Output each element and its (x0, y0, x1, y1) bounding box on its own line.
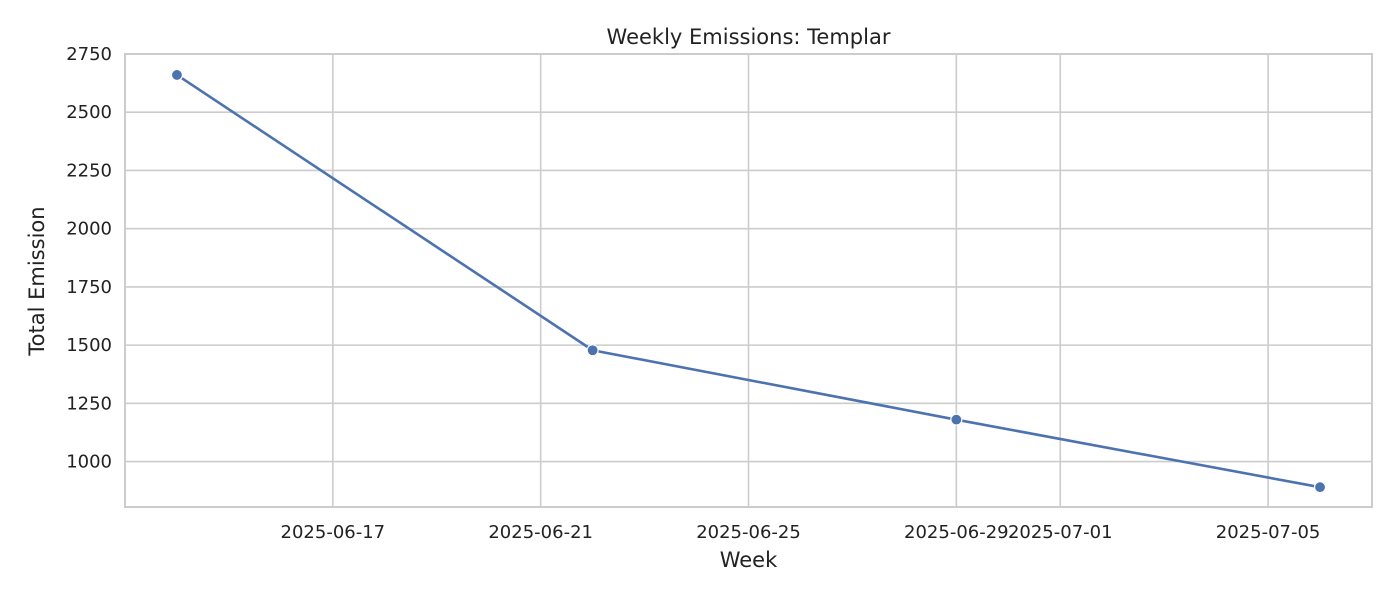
x-tick-label: 2025-06-17 (281, 522, 386, 543)
x-tick-label: 2025-06-21 (488, 522, 593, 543)
series-line (175, 73, 1322, 489)
y-tick-label: 2250 (66, 160, 112, 181)
y-tick-label: 1250 (66, 393, 112, 414)
x-tick-label: 2025-07-01 (1008, 522, 1113, 543)
y-tick-label: 1500 (66, 335, 112, 356)
data-point (586, 344, 599, 357)
y-tick-label: 2000 (66, 219, 112, 240)
y-tick-label: 1750 (66, 277, 112, 298)
x-axis-label: Week (720, 548, 778, 572)
y-tick-label: 2500 (66, 102, 112, 123)
chart-title: Weekly Emissions: Templar (607, 25, 891, 49)
data-point (1313, 481, 1327, 494)
data-point (170, 68, 184, 82)
x-tick-label: 2025-06-25 (696, 522, 801, 543)
grid-layer (125, 53, 1372, 507)
y-axis-label: Total Emission (25, 206, 49, 356)
y-tick-label: 2750 (66, 44, 112, 65)
y-tick-label: 1000 (66, 452, 112, 473)
data-point (950, 413, 963, 426)
series-layer (170, 68, 1327, 494)
plot-frame (124, 53, 1373, 508)
x-tick-label: 2025-06-29 (904, 522, 1009, 543)
x-tick-label: 2025-07-05 (1216, 522, 1321, 543)
tick-labels: 1000 1250 1500 1750 2000 2250 2500 2750 2025-06-… (66, 44, 1320, 543)
